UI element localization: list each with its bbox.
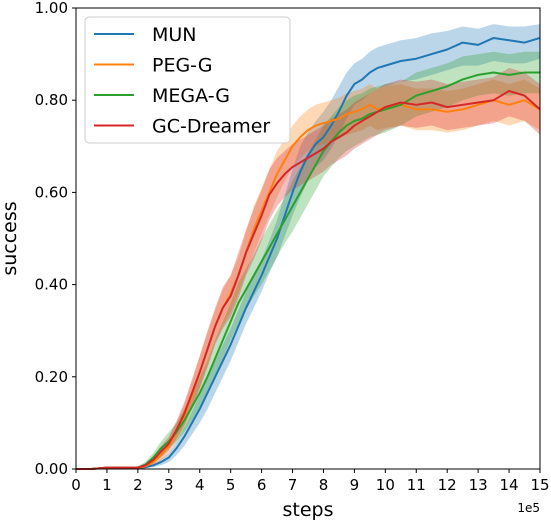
band-3 (76, 67, 540, 470)
y-tick-label: 0.20 (35, 368, 68, 386)
legend-label-0: MUN (152, 24, 197, 46)
y-tick-label: 1.00 (35, 0, 68, 17)
y-axis-label: success (0, 201, 21, 275)
series-line-0 (76, 36, 541, 470)
y-tick-label: 0.00 (35, 460, 68, 478)
x-tick-label: 6 (257, 476, 267, 494)
confidence-bands (76, 24, 540, 470)
x-tick-label: 8 (319, 476, 329, 494)
x-tick-label: 13 (469, 476, 488, 494)
x-tick-label: 0 (71, 476, 81, 494)
series-line-1 (76, 99, 541, 470)
y-tick-label: 0.60 (35, 183, 68, 201)
x-tick-label: 4 (195, 476, 205, 494)
x-tick-label: 3 (164, 476, 174, 494)
x-tick-label: 11 (407, 476, 426, 494)
x-tick-label: 12 (438, 476, 457, 494)
x-tick-label: 15 (530, 476, 549, 494)
x-tick-label: 14 (500, 476, 519, 494)
x-tick-label: 2 (133, 476, 143, 494)
x-tick-label: 10 (376, 476, 395, 494)
x-tick-label: 7 (288, 476, 298, 494)
x-axis-label: steps (283, 499, 334, 521)
plot-frame (75, 7, 541, 470)
legend-label-3: GC-Dreamer (152, 116, 270, 138)
x-tick-label: 5 (226, 476, 236, 494)
x-axis-ticks: 0 1 2 3 4 5 6 7 8 9 10 11 12 13 14 15 (71, 469, 550, 494)
series-lines (76, 36, 541, 470)
y-tick-label: 0.80 (35, 91, 68, 109)
legend-label-1: PEG-G (152, 55, 212, 77)
x-axis-offset-label: 1e5 (517, 501, 540, 515)
x-tick-label: 9 (350, 476, 360, 494)
y-tick-label: 0.40 (35, 276, 68, 294)
y-axis-ticks: 0.00 0.20 0.40 0.60 0.80 1.00 (35, 0, 76, 478)
band-1 (76, 79, 540, 469)
x-tick-label: 1 (102, 476, 112, 494)
legend-label-2: MEGA-G (152, 85, 230, 107)
series-line-3 (76, 89, 541, 470)
legend-box (84, 16, 291, 144)
series-line-2 (76, 71, 540, 470)
legend: MUN PEG-G MEGA-G GC-Dreamer (84, 16, 291, 144)
